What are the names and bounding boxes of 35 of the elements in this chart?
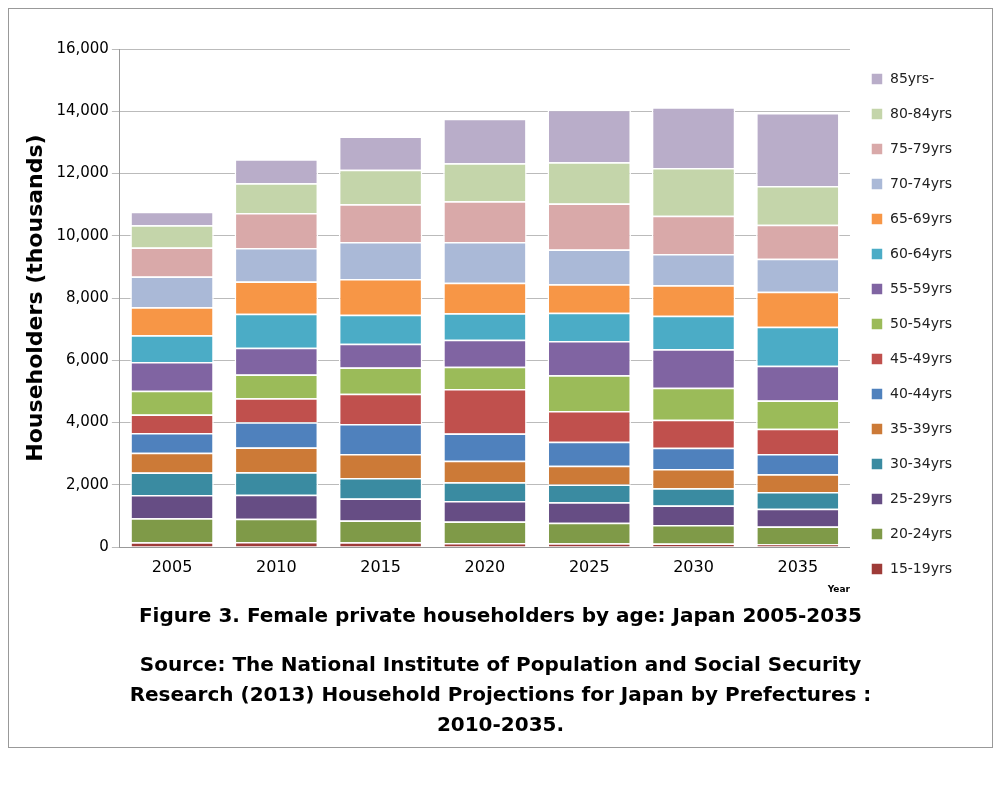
legend-label: 25-29yrs (889, 489, 952, 506)
x-tick-label: 2005 (151, 556, 193, 576)
legend-label: 85yrs- (889, 69, 935, 86)
legend-label: 55-59yrs (889, 279, 952, 296)
legend-label: 70-74yrs (889, 174, 952, 191)
x-tick-label: 2010 (255, 556, 297, 576)
legend-label: 75-79yrs (889, 139, 952, 156)
y-tick-label: 12,000 (56, 163, 109, 182)
x-tick-label: 2015 (360, 556, 401, 576)
legend-label: 15-19yrs (889, 559, 952, 576)
legend-label: 60-64yrs (889, 244, 952, 261)
legend-label: 35-39yrs (889, 419, 952, 436)
y-tick-label: 2,000 (65, 474, 109, 493)
x-tick-label: 2020 (464, 556, 506, 576)
text: Figure 3. Female private householders by age: Japan 2005-2035 (137, 603, 864, 627)
legend-label: 80-84yrs (889, 104, 952, 121)
y-tick-label: 16,000 (56, 38, 109, 57)
y-tick-label: 8,000 (65, 287, 109, 306)
legend-label: 45-49yrs (889, 349, 952, 366)
source-note: Source: The National Institute of Population and Social Security Research (2013) Household Projections for Japan by Prefectures : 2010-2035. (128, 651, 873, 738)
x-tick-label: 2035 (777, 556, 819, 576)
legend-label: 40-44yrs (889, 384, 952, 401)
y-tick-label: 6,000 (65, 350, 109, 369)
y-tick-label: 10,000 (56, 225, 109, 244)
legend-label: 20-24yrs (889, 524, 952, 541)
x-tick-label: 2025 (568, 556, 610, 576)
y-tick-label: 4,000 (65, 412, 109, 431)
y-tick-label: 0 (99, 536, 109, 555)
y-tick-label: 14,000 (56, 101, 109, 120)
x-tick-label: 2030 (673, 556, 714, 576)
x-axis-title: Year (826, 583, 851, 594)
y-axis-title: Householders (thousands) (21, 134, 47, 462)
legend-label: 50-54yrs (889, 314, 952, 331)
legend-label: 65-69yrs (889, 209, 952, 226)
legend-label: 30-34yrs (889, 454, 952, 471)
